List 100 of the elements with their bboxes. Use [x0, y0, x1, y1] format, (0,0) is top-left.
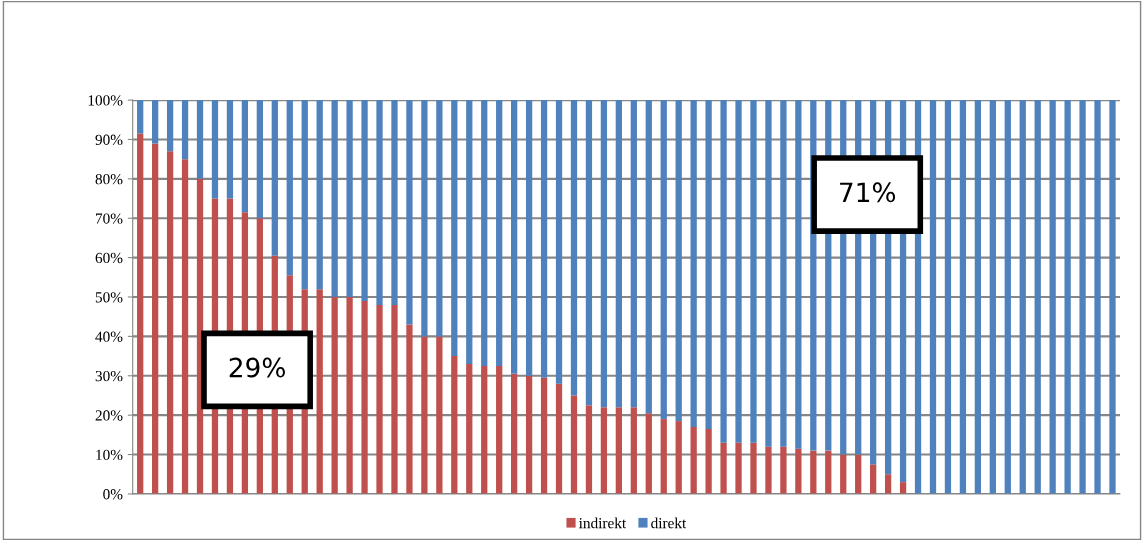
- bar: [196, 100, 204, 179]
- bar: [645, 100, 652, 414]
- bar: [750, 100, 757, 443]
- bar: [585, 100, 593, 406]
- bar: [540, 100, 548, 378]
- bar: [974, 100, 982, 494]
- bar: [451, 100, 458, 357]
- bar: [929, 100, 937, 494]
- bar: [855, 454, 862, 494]
- bar: [585, 405, 593, 494]
- bar: [615, 407, 622, 494]
- bar: [331, 297, 338, 494]
- bar: [1034, 100, 1041, 494]
- bar: [316, 289, 323, 494]
- bar: [705, 100, 712, 429]
- bar: [735, 442, 742, 494]
- bar: [256, 100, 263, 219]
- bar: [1019, 100, 1026, 494]
- bar: [436, 336, 443, 494]
- bar: [615, 100, 622, 408]
- bar: [555, 383, 563, 494]
- bar: [870, 464, 877, 494]
- bar: [705, 428, 712, 494]
- y-tick-label: 20%: [95, 410, 123, 421]
- y-tick-label: 50%: [95, 292, 123, 303]
- annotation: 71%: [840, 182, 896, 203]
- y-tick-label: 70%: [95, 213, 123, 224]
- bar: [166, 151, 174, 494]
- bar: [780, 100, 787, 447]
- bar: [166, 100, 174, 152]
- bar: [765, 100, 772, 447]
- bar: [720, 100, 727, 443]
- bar: [810, 450, 817, 494]
- bar: [675, 421, 682, 494]
- bar: [944, 100, 952, 494]
- bar: [750, 442, 757, 494]
- bar: [825, 450, 832, 494]
- bar: [436, 100, 443, 337]
- bar: [735, 100, 742, 443]
- legend-label: direkt: [651, 517, 687, 529]
- bar: [795, 100, 802, 449]
- bar: [361, 100, 368, 301]
- bar: [690, 100, 697, 427]
- bar: [720, 442, 727, 494]
- bar: [466, 100, 473, 364]
- bar: [989, 100, 996, 494]
- y-tick-label: 30%: [95, 370, 123, 382]
- bar: [959, 100, 967, 494]
- bar: [271, 100, 278, 256]
- bar: [376, 304, 383, 494]
- bar: [226, 100, 234, 199]
- bar: [840, 454, 847, 494]
- y-tick-label: 100%: [88, 95, 123, 106]
- y-tick-label: 80%: [95, 174, 123, 185]
- bar: [496, 100, 503, 366]
- bar: [137, 100, 144, 134]
- bar: [1079, 100, 1086, 494]
- bar: [630, 407, 637, 494]
- bar: [496, 365, 503, 494]
- bar: [1109, 100, 1116, 494]
- bar: [884, 474, 892, 494]
- bar: [1094, 100, 1101, 494]
- bar: [511, 373, 518, 494]
- bar: [421, 100, 428, 337]
- bar: [301, 100, 308, 290]
- bar: [406, 324, 413, 494]
- bar: [331, 100, 338, 298]
- y-tick-label: 40%: [95, 331, 123, 342]
- bar: [570, 395, 578, 494]
- bar: [481, 365, 488, 494]
- bar: [152, 100, 159, 144]
- bar: [570, 100, 578, 396]
- bar: [421, 336, 428, 494]
- bar: [690, 426, 697, 494]
- bar: [511, 100, 518, 374]
- y-tick-label: 0%: [103, 489, 123, 500]
- bar: [525, 375, 533, 494]
- bar: [376, 100, 383, 305]
- bar: [286, 100, 293, 276]
- bar: [1049, 100, 1056, 494]
- bar: [181, 159, 189, 494]
- y-tick-label: 90%: [95, 134, 123, 145]
- legend-label: indirekt: [578, 517, 627, 529]
- bar: [406, 100, 413, 325]
- bar: [241, 100, 249, 213]
- bar: [481, 100, 488, 366]
- bar: [346, 100, 353, 298]
- bar: [361, 300, 368, 494]
- bar: [1064, 100, 1071, 494]
- bar: [645, 413, 652, 494]
- bar: [600, 100, 608, 408]
- bar: [630, 100, 637, 408]
- bar: [1004, 100, 1011, 494]
- bar: [765, 446, 772, 494]
- bar: [211, 100, 219, 199]
- bar: [346, 297, 353, 494]
- bar: [451, 356, 458, 494]
- y-tick-label: 10%: [96, 449, 123, 461]
- bar: [391, 100, 398, 305]
- bar: [660, 100, 667, 420]
